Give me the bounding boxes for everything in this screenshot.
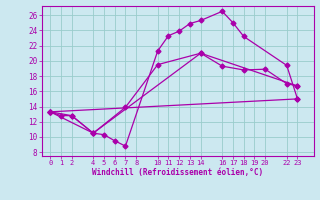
X-axis label: Windchill (Refroidissement éolien,°C): Windchill (Refroidissement éolien,°C) bbox=[92, 168, 263, 177]
